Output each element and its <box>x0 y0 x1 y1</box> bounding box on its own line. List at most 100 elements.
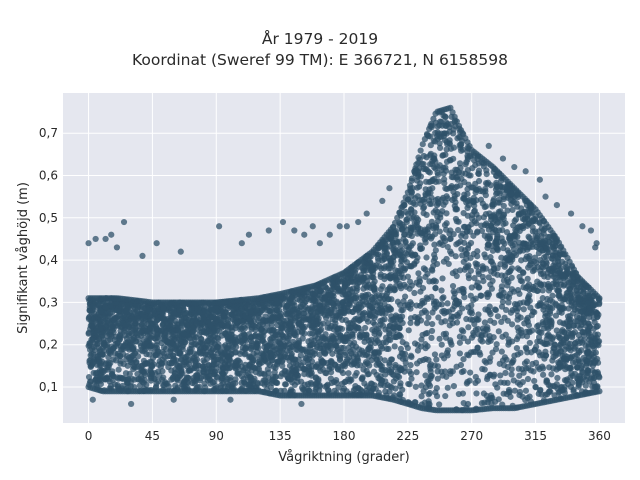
data-point <box>143 381 150 388</box>
data-point <box>460 334 467 342</box>
data-point <box>432 247 439 254</box>
data-point <box>394 239 401 246</box>
data-point <box>168 340 175 347</box>
data-point <box>464 167 472 174</box>
data-point <box>569 379 576 386</box>
data-point <box>260 328 268 335</box>
data-point <box>396 251 403 258</box>
data-point <box>231 319 239 327</box>
data-point <box>438 287 445 294</box>
data-point <box>477 351 484 358</box>
data-point <box>458 232 465 239</box>
data-point <box>492 306 499 314</box>
data-point <box>443 349 451 357</box>
data-point <box>382 371 389 378</box>
data-point <box>135 353 142 360</box>
data-point <box>352 372 359 379</box>
data-point <box>445 260 452 268</box>
data-point <box>543 300 550 307</box>
data-point <box>550 353 557 361</box>
data-point <box>269 313 277 321</box>
data-point <box>325 320 332 327</box>
data-point <box>490 212 497 220</box>
data-point <box>365 302 372 309</box>
data-point <box>490 196 498 203</box>
data-point <box>362 324 369 332</box>
data-point <box>472 348 479 356</box>
data-point <box>168 360 175 367</box>
data-point <box>475 284 482 291</box>
data-point <box>341 360 348 368</box>
data-point <box>561 296 568 303</box>
data-point <box>443 158 451 165</box>
data-point <box>564 313 572 320</box>
data-point <box>555 292 562 299</box>
data-point <box>206 375 213 383</box>
data-point <box>413 302 420 309</box>
data-point <box>134 370 141 378</box>
data-point <box>445 308 452 315</box>
data-point <box>481 357 488 365</box>
data-point <box>541 281 548 288</box>
data-point <box>424 270 431 277</box>
data-point <box>467 172 474 179</box>
data-point <box>97 308 104 315</box>
data-point <box>414 315 421 322</box>
data-point <box>595 373 603 380</box>
data-point <box>456 160 464 167</box>
data-point <box>426 278 433 285</box>
data-point <box>407 319 414 327</box>
data-point <box>511 387 519 394</box>
data-point <box>455 298 463 305</box>
data-point <box>458 327 465 334</box>
data-point <box>475 170 482 177</box>
data-point <box>399 339 406 346</box>
data-point <box>436 140 443 147</box>
data-point <box>540 306 547 313</box>
data-point <box>534 278 541 285</box>
chart-subtitle: Koordinat (Sweref 99 TM): E 366721, N 61… <box>132 51 508 69</box>
data-point <box>516 372 523 379</box>
data-point <box>513 344 521 352</box>
data-point <box>500 215 507 222</box>
data-point <box>196 348 204 355</box>
data-point <box>302 298 309 305</box>
data-point <box>428 372 435 380</box>
data-point <box>444 120 451 128</box>
data-point <box>467 369 474 376</box>
data-point <box>468 310 476 317</box>
data-point <box>589 383 596 390</box>
data-point <box>438 319 445 326</box>
data-point <box>474 253 481 260</box>
data-point <box>422 231 429 238</box>
data-point <box>314 328 321 335</box>
data-point <box>430 262 437 270</box>
data-point <box>444 300 451 307</box>
data-point <box>519 378 526 386</box>
data-point <box>489 349 496 356</box>
data-point <box>493 190 500 198</box>
data-point <box>178 322 186 329</box>
data-point <box>436 122 443 129</box>
data-point <box>418 300 426 307</box>
data-point <box>464 338 472 345</box>
data-point <box>429 309 436 316</box>
data-point <box>359 274 367 281</box>
data-point <box>429 267 436 274</box>
data-point <box>478 222 485 229</box>
data-point <box>351 358 358 365</box>
data-point <box>563 333 570 340</box>
data-point <box>464 190 471 198</box>
data-point <box>229 338 236 345</box>
data-point <box>405 380 412 388</box>
data-point <box>436 240 443 247</box>
data-point <box>557 348 564 355</box>
data-point <box>149 354 157 362</box>
data-point <box>456 350 463 357</box>
data-point <box>292 332 299 339</box>
data-point <box>382 326 389 333</box>
data-point <box>381 357 388 364</box>
data-point <box>508 359 515 367</box>
data-point <box>482 210 490 218</box>
data-point <box>517 349 524 356</box>
